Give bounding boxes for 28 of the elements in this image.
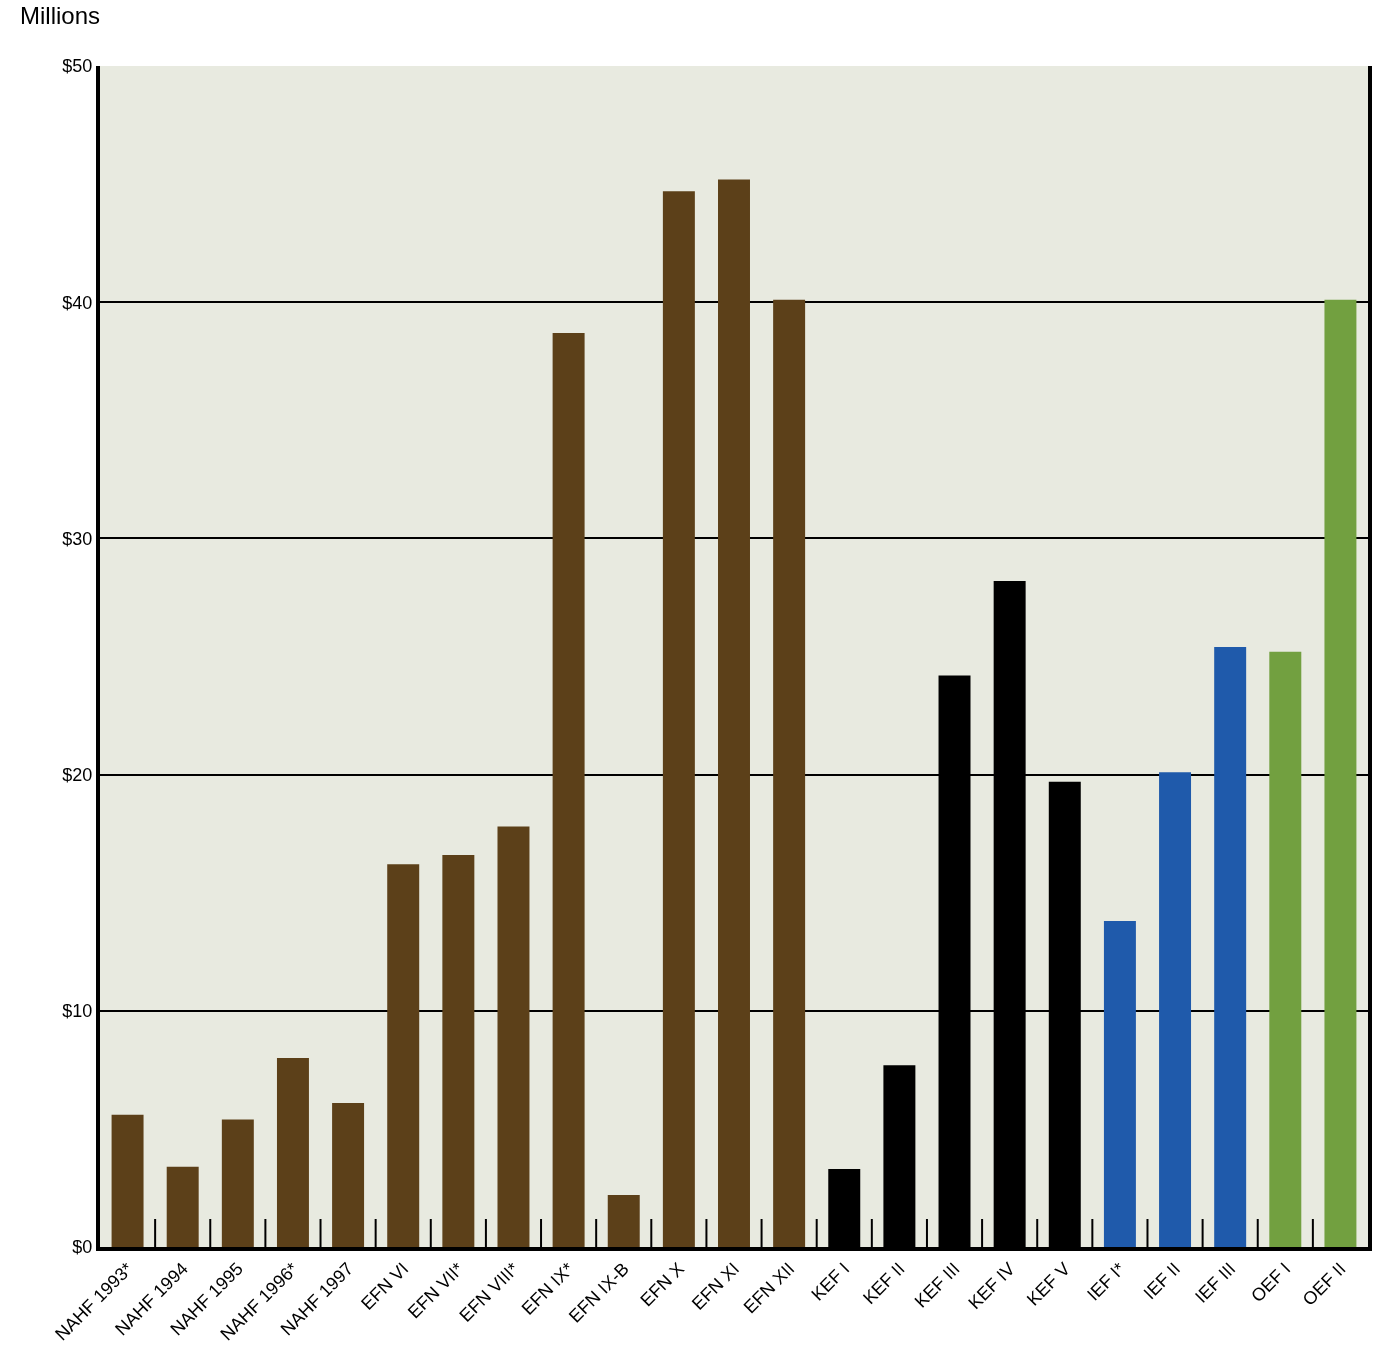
x-tick-label: IEF I* [1083,1258,1130,1305]
bar [1159,772,1192,1247]
y-tick-label: $50 [62,56,93,77]
bar [607,1195,640,1247]
bar [332,1102,365,1247]
y-axis-title: Millions [20,2,101,29]
bar [276,1058,309,1247]
y-tick-label: $40 [62,292,93,313]
bar [111,1114,144,1247]
bar [1324,299,1357,1247]
y-tick-label: $10 [62,1001,93,1022]
bar [1103,921,1136,1247]
bar [497,826,530,1247]
bar [166,1166,199,1247]
bar [1269,651,1302,1247]
y-tick-label: $0 [72,1237,93,1258]
bar [552,332,585,1247]
bar [773,299,806,1247]
y-tick-label: $30 [62,528,93,549]
bar [1214,647,1247,1247]
bar [221,1119,254,1247]
bar [718,179,750,1247]
x-tick-label: IEF III [1191,1258,1240,1307]
bar [442,854,475,1247]
x-tick-label: IEF II [1139,1258,1185,1304]
y-tick-label: $20 [62,764,93,785]
bar [662,191,695,1247]
bar [387,864,420,1247]
